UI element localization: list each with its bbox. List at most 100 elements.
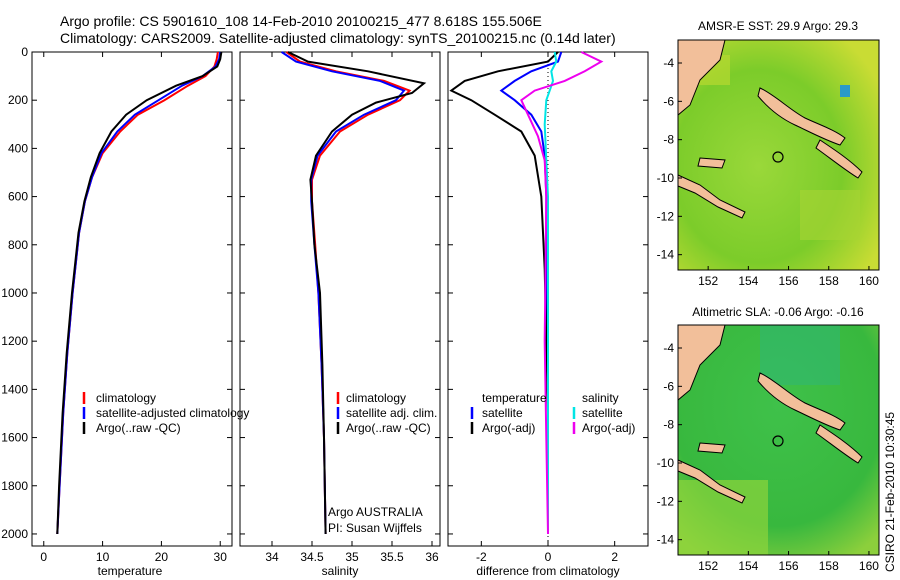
salinity-panel-frame [239,51,441,547]
map-y-tick-label: -12 [657,494,675,508]
map-y-tick-label: -6 [663,379,674,393]
sla-map-title: Altimetric SLA: -0.06 Argo: -0.16 [692,305,864,319]
map-y-tick-label: -6 [663,94,674,108]
y-tick-label: 1400 [1,382,28,396]
louisiade-archipelago [677,459,746,504]
temperature-legend: climatology satellite-adjusted climatolo… [82,391,249,435]
legend-label-climatology: climatology [346,391,406,405]
y-tick-label: 1000 [1,286,28,300]
x-tick-label: 10 [96,550,110,564]
x-tick-label: 30 [214,550,228,564]
legend-label-satellite: satellite adj. clim. [346,406,437,420]
y-tick-label: 200 [8,93,28,107]
solomon-islands-south [815,424,863,464]
temperature-xlabel: temperature [98,564,163,578]
map-y-tick-label: -12 [657,209,675,223]
salinity-legend: climatology satellite adj. clim. Argo(..… [336,391,437,435]
temperature-panel-frame [31,51,233,547]
series-line-salinity-argo-adj- [520,51,604,535]
y-tick-label: 800 [8,238,28,252]
x-tick-label: 34 [265,550,279,564]
difference-panel: -2 0 2 [448,51,648,564]
sla-map: 152 154 156 158 160 -4 -6 -8 -10 -12 -14 [657,324,880,573]
x-tick-label: 35 [345,550,359,564]
map-x-tick-label: 158 [819,274,839,288]
sla-patch [760,325,840,385]
map-x-tick-label: 152 [698,274,718,288]
x-tick-label: 0 [545,550,552,564]
louisiade-archipelago [677,174,746,219]
series-line-salinity-satellite [543,51,558,534]
map-x-tick-label: 152 [698,559,718,573]
argo-position-marker [772,435,784,447]
map-y-tick-label: -4 [663,341,674,355]
x-tick-label: -2 [476,550,487,564]
series-line-argo-raw-qc- [287,51,427,535]
difference-xlabel: difference from climatology [476,564,619,578]
map-x-tick-label: 160 [859,559,879,573]
map-x-tick-label: 158 [819,559,839,573]
y-tick-label: 1600 [1,431,28,445]
legend-label-satellite: satellite-adjusted climatology [96,406,249,420]
x-tick-label: 34.5 [300,550,324,564]
sst-cool-patch [840,85,850,97]
float-pi-label: PI: Susan Wijffels [328,521,422,535]
argo-position-marker [772,151,784,163]
x-tick-label: 36 [425,550,439,564]
map-x-tick-label: 160 [859,274,879,288]
temperature-panel: 0 200 400 600 800 1000 1200 1400 1600 1800 2000 0 10… [1,45,232,564]
figure-title-line2: Climatology: CARS2009. Satellite-adjuste… [60,30,616,46]
sst-patch [800,190,860,240]
x-tick-label: 0 [40,550,47,564]
solomon-islands-north [757,87,846,146]
map-y-tick-label: -14 [657,533,675,547]
legend-label-sal-argo: Argo(-adj) [582,421,635,435]
map-y-tick-label: -4 [663,56,674,70]
map-x-tick-label: 156 [779,559,799,573]
trobriand-islands [697,157,726,169]
y-tick-label: 600 [8,190,28,204]
legend-label-temp-satellite: satellite [482,406,523,420]
salinity-xlabel: salinity [322,564,359,578]
legend-label-sal-satellite: satellite [582,406,623,420]
solomon-islands-north [757,372,846,431]
map-y-tick-label: -10 [657,171,675,185]
y-tick-label: 400 [8,141,28,155]
sst-map-title: AMSR-E SST: 29.9 Argo: 29.3 [698,19,858,33]
legend-label-temp-argo: Argo(-adj) [482,421,535,435]
legend-label-argo: Argo(..raw -QC) [346,421,431,435]
y-tick-label: 1800 [1,479,28,493]
map-x-tick-label: 156 [779,274,799,288]
map-y-tick-label: -14 [657,248,675,262]
salinity-panel: 34 34.5 35 35.5 36 [240,51,440,564]
map-x-tick-label: 154 [738,274,758,288]
legend-heading-salinity: salinity [582,391,619,405]
x-tick-label: 20 [155,550,169,564]
map-x-tick-label: 154 [738,559,758,573]
sla-map-frame [677,324,880,556]
map-y-tick-label: -10 [657,456,675,470]
difference-legend: temperature satellite Argo(-adj) salinit… [470,391,635,435]
y-tick-label: 0 [21,45,28,59]
legend-label-argo: Argo(..raw -QC) [96,421,181,435]
y-tick-label: 1200 [1,334,28,348]
sst-map-ticks: 152 154 156 158 160 -4 -6 -8 -10 -12 -14 [657,56,880,288]
sla-map-ticks: 152 154 156 158 160 -4 -6 -8 -10 -12 -14 [657,341,880,573]
sst-map-frame [677,39,880,271]
legend-heading-temperature: temperature [482,391,547,405]
series-line-argo-raw-qc- [56,51,223,535]
sst-map: 152 154 156 158 160 -4 -6 -8 -10 -12 -14 [657,39,880,288]
credit-label: CSIRO 21-Feb-2010 10:30:45 [883,412,897,572]
y-tick-label: 2000 [1,527,28,541]
figure-title-line1: Argo profile: CS 5901610_108 14-Feb-2010… [60,13,542,29]
map-y-tick-label: -8 [663,418,674,432]
legend-label-climatology: climatology [96,391,156,405]
map-y-tick-label: -8 [663,133,674,147]
float-program-label: Argo AUSTRALIA [328,505,423,519]
x-tick-label: 2 [611,550,618,564]
x-tick-label: 35.5 [380,550,404,564]
series-line-satellite-adj-clim- [281,51,406,535]
solomon-islands-south [815,139,863,179]
trobriand-islands [697,442,726,454]
